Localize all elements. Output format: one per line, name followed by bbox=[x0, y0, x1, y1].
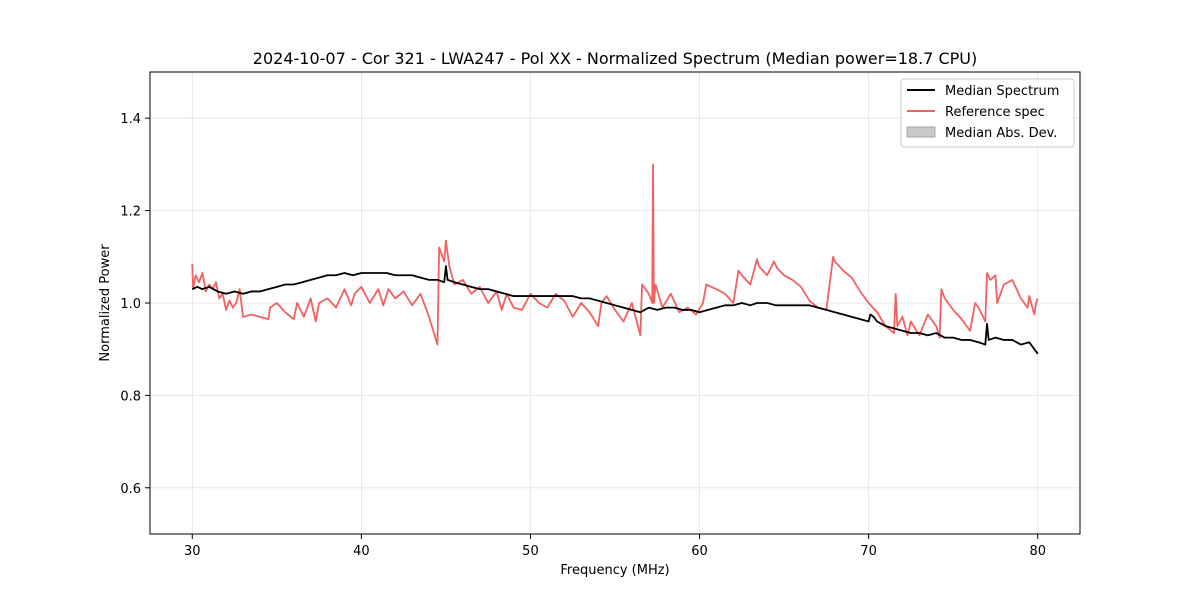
y-axis-label: Normalized Power bbox=[98, 244, 113, 362]
x-tick-label: 70 bbox=[860, 544, 877, 559]
legend-label-mad: Median Abs. Dev. bbox=[945, 126, 1057, 141]
x-tick-label: 40 bbox=[353, 544, 370, 559]
x-tick-label: 80 bbox=[1029, 544, 1046, 559]
x-tick-label: 60 bbox=[691, 544, 708, 559]
median-spectrum-line bbox=[191, 265, 1039, 355]
y-tick-label: 0.8 bbox=[120, 389, 141, 404]
series-layer bbox=[191, 163, 1039, 355]
x-tick-label: 30 bbox=[184, 544, 201, 559]
legend-label-reference: Reference spec bbox=[945, 105, 1045, 120]
y-tick-label: 1.0 bbox=[120, 297, 141, 312]
y-tick-label: 0.6 bbox=[120, 482, 141, 497]
legend: Median Spectrum Reference spec Median Ab… bbox=[900, 78, 1075, 148]
reference-spectrum-line bbox=[191, 163, 1039, 346]
y-tick-label: 1.4 bbox=[120, 112, 141, 127]
legend-box bbox=[900, 78, 1075, 148]
x-tick-label: 50 bbox=[522, 544, 539, 559]
legend-label-median: Median Spectrum bbox=[945, 84, 1059, 99]
x-axis-ticks: 30 40 50 60 70 80 bbox=[184, 534, 1046, 559]
y-axis-ticks: 0.6 0.8 1.0 1.2 1.4 bbox=[120, 112, 150, 497]
y-tick-label: 1.2 bbox=[120, 205, 141, 220]
legend-swatch-mad bbox=[906, 126, 936, 138]
x-axis-label: Frequency (MHz) bbox=[560, 563, 669, 578]
chart-title: 2024-10-07 - Cor 321 - LWA247 - Pol XX -… bbox=[253, 49, 977, 68]
